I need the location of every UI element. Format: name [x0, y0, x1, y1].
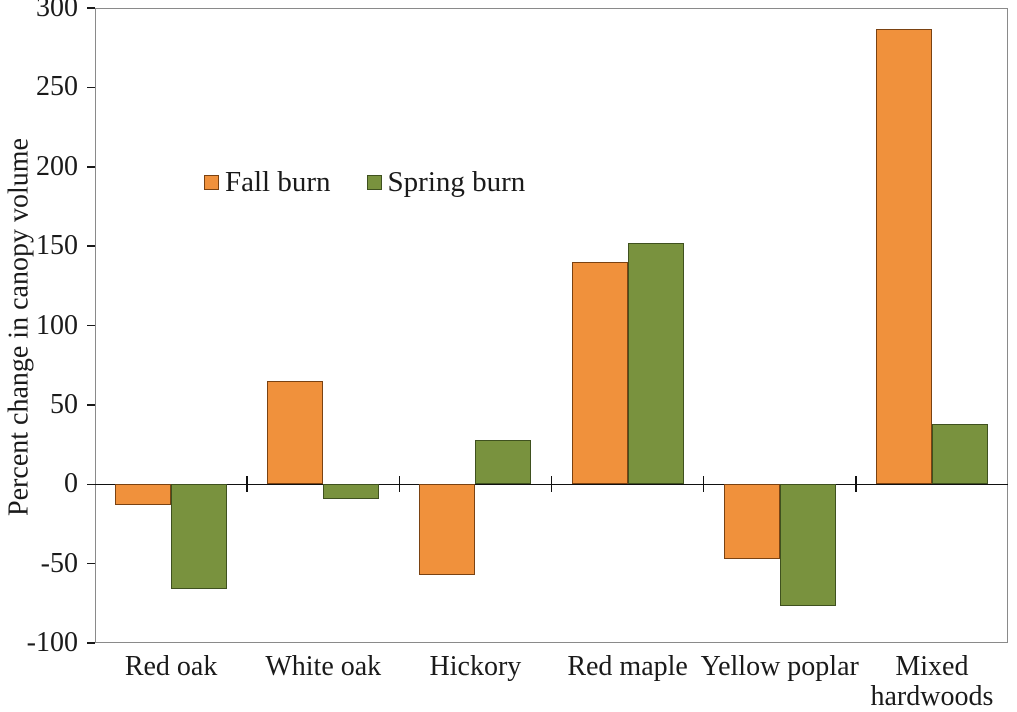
y-tick-label: -50 [40, 547, 78, 579]
spring-burn-bar-3 [475, 439, 532, 485]
y-tick-label: -100 [26, 627, 78, 658]
y-tick-label: 100 [36, 309, 78, 341]
y-tick-mark [87, 404, 95, 406]
legend-item-fall-burn: Fall burn [204, 168, 331, 197]
x-axis-tick-mark [855, 476, 857, 493]
y-tick-label: 250 [36, 71, 78, 103]
x-axis-label: White oak [265, 651, 382, 682]
y-tick-label: 50 [50, 388, 78, 420]
x-axis-label: Yellow poplar [700, 651, 859, 682]
fall-burn-bar-6 [875, 28, 932, 485]
x-axis-label: Hickory [429, 651, 522, 682]
y-tick-label: 300 [36, 0, 78, 23]
y-tick-mark [87, 324, 95, 327]
x-axis-tick-mark [246, 476, 248, 493]
legend: Fall burn Spring burn [204, 168, 525, 197]
y-tick-mark [87, 483, 95, 485]
x-axis-label: Red maple [567, 651, 688, 682]
fall-burn-bar-4 [571, 262, 628, 485]
legend-label-fall-burn: Fall burn [225, 166, 331, 198]
x-axis-tick-mark [702, 476, 705, 493]
x-axis-tick-mark [550, 476, 553, 493]
legend-label-spring-burn: Spring burn [387, 166, 526, 198]
x-axis-label: Red oak [124, 651, 218, 682]
fall-burn-swatch-icon [204, 175, 219, 190]
x-axis-label: Mixed hardwoods [870, 651, 994, 712]
spring-burn-bar-6 [931, 423, 988, 485]
y-tick-mark [87, 166, 95, 168]
y-tick-mark [87, 562, 95, 565]
plot-area [95, 8, 1008, 643]
spring-burn-swatch-icon [366, 175, 382, 190]
spring-burn-bar-5 [779, 484, 836, 607]
fall-burn-bar-5 [723, 484, 780, 559]
fall-burn-bar-1 [115, 484, 172, 505]
x-axis-tick-mark [398, 476, 401, 493]
y-tick-mark [87, 7, 95, 9]
y-tick-mark [87, 86, 95, 89]
fall-burn-bar-2 [267, 381, 324, 485]
fall-burn-bar-3 [419, 484, 476, 575]
y-tick-mark [87, 642, 95, 644]
y-tick-label: 0 [64, 468, 78, 500]
y-tick-label: 200 [36, 150, 78, 182]
spring-burn-bar-4 [627, 242, 684, 485]
legend-item-spring-burn: Spring burn [366, 166, 526, 198]
y-tick-label: 150 [36, 230, 78, 262]
spring-burn-bar-1 [171, 484, 228, 590]
y-tick-mark [87, 245, 95, 247]
spring-burn-bar-2 [323, 484, 380, 499]
